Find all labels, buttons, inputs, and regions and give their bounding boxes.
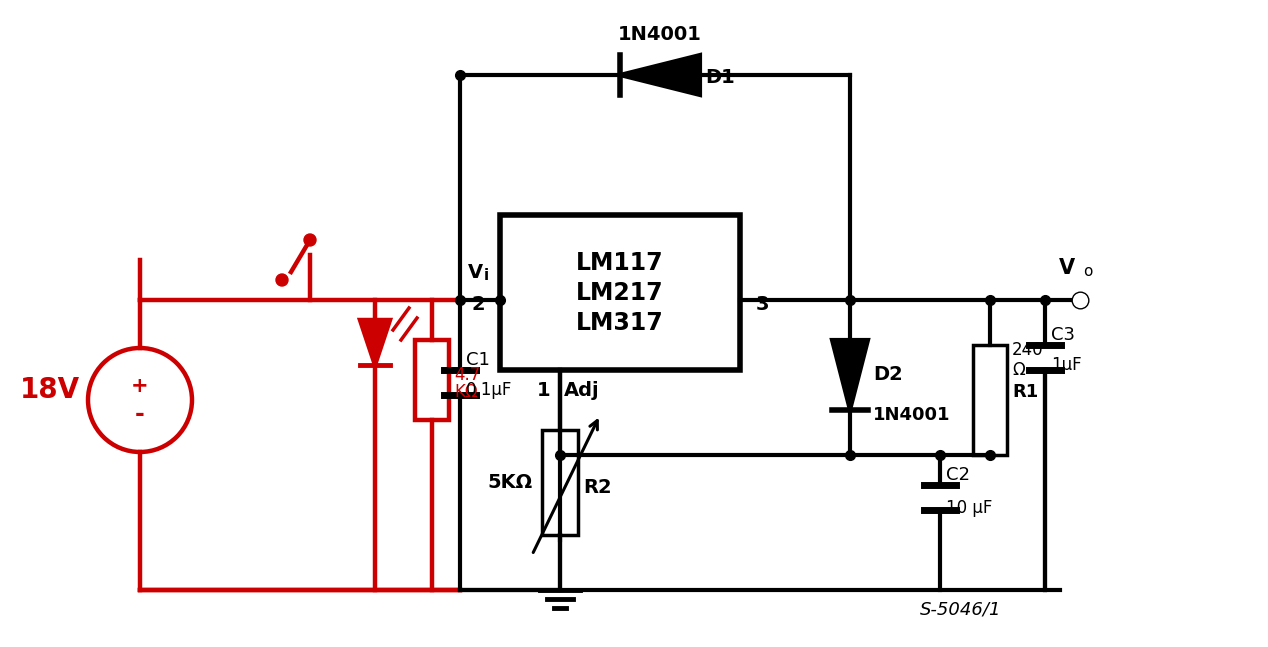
Text: 1μF: 1μF <box>1051 356 1082 374</box>
Bar <box>541 430 578 535</box>
Text: i: i <box>484 269 489 283</box>
Text: 5KΩ: 5KΩ <box>487 473 533 492</box>
Text: LM217: LM217 <box>576 281 664 305</box>
Text: C3: C3 <box>1051 326 1075 344</box>
Text: V: V <box>468 263 483 281</box>
Text: 1: 1 <box>538 380 550 399</box>
Text: S-5046/1: S-5046/1 <box>921 601 1002 619</box>
Text: C2: C2 <box>946 466 970 484</box>
Text: -: - <box>136 402 145 426</box>
Text: 0.1μF: 0.1μF <box>467 381 512 399</box>
Text: 4.7: 4.7 <box>454 366 481 384</box>
Text: R2: R2 <box>583 478 611 497</box>
Text: o: o <box>1083 265 1092 280</box>
Text: D1: D1 <box>705 68 734 87</box>
Text: R1: R1 <box>1012 383 1038 401</box>
Text: 240: 240 <box>1012 341 1044 359</box>
Polygon shape <box>360 320 391 365</box>
Text: V: V <box>1059 258 1075 278</box>
Text: 3: 3 <box>756 294 768 314</box>
Text: 1N4001: 1N4001 <box>618 25 702 44</box>
Text: Adj: Adj <box>564 380 600 399</box>
Text: Ω: Ω <box>1012 361 1025 379</box>
Bar <box>973 345 1007 455</box>
Text: D2: D2 <box>872 365 903 384</box>
Polygon shape <box>620 55 700 95</box>
Bar <box>415 340 449 420</box>
Text: +: + <box>131 376 148 396</box>
Text: LM317: LM317 <box>576 311 664 334</box>
Text: 2: 2 <box>472 294 484 314</box>
Text: C1: C1 <box>467 351 489 369</box>
Text: 18V: 18V <box>20 376 80 404</box>
Circle shape <box>304 234 316 246</box>
Polygon shape <box>832 340 869 410</box>
Text: 1N4001: 1N4001 <box>872 406 951 424</box>
Bar <box>500 215 741 370</box>
Text: KΩ: KΩ <box>454 383 478 401</box>
Text: 10 μF: 10 μF <box>946 499 993 517</box>
Text: LM117: LM117 <box>576 250 664 274</box>
Circle shape <box>276 274 288 286</box>
